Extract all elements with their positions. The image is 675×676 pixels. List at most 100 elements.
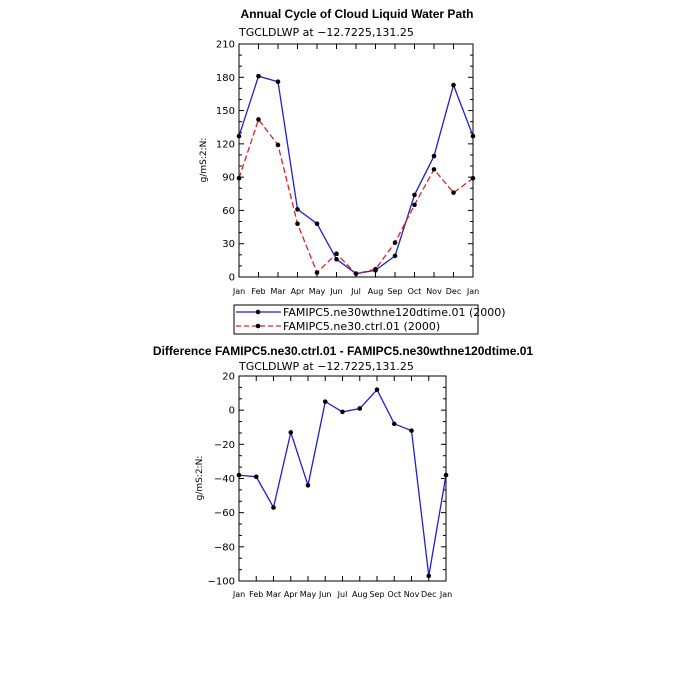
data-point-series-2 — [392, 240, 398, 245]
x-tick-label: Nov — [426, 287, 442, 296]
data-point-series-1 — [451, 82, 456, 88]
data-point-series-2 — [412, 202, 417, 208]
top-chart-subtitle: TGCLDLWP at −12.7225,131.25 — [238, 26, 414, 39]
data-point-series-1 — [340, 409, 345, 415]
data-point-series-2 — [256, 117, 261, 122]
y-tick-label: −80 — [214, 542, 235, 553]
x-tick-label: Feb — [251, 287, 265, 296]
bottom-chart-subtitle: TGCLDLWP at −12.7225,131.25 — [238, 360, 414, 373]
data-point-series-1 — [392, 253, 398, 259]
y-tick-label: 120 — [216, 139, 235, 150]
bottom-plot-frame — [238, 375, 447, 582]
data-point-series-1 — [470, 133, 476, 139]
x-tick-label: Jul — [350, 287, 361, 296]
top-y-ticks: 0 30 60 90 120 150 180 210 — [216, 40, 473, 284]
y-tick-label: −60 — [214, 508, 235, 519]
y-tick-label: 180 — [216, 73, 235, 84]
data-point-series-2 — [470, 175, 476, 181]
x-tick-label: Mar — [270, 287, 286, 296]
y-tick-label: −100 — [208, 577, 235, 588]
data-point-series-1 — [275, 79, 281, 85]
x-tick-label: Apr — [284, 590, 299, 599]
y-tick-label: 60 — [222, 206, 235, 217]
bottom-y-axis-label: g/mS:2:N: — [195, 456, 205, 501]
x-tick-label: Dec — [446, 287, 461, 296]
data-point-series-1 — [374, 387, 380, 392]
top-plot-frame — [238, 43, 474, 278]
legend-box — [233, 304, 479, 335]
data-point-series-1 — [409, 428, 414, 433]
x-tick-label: Nov — [404, 590, 420, 599]
x-tick-label: Jan — [232, 590, 245, 599]
x-tick-label: May — [300, 590, 317, 599]
x-tick-label: Jan — [439, 590, 452, 599]
top-x-ticks: Jan Feb Mar Apr May Jun Jul Aug Sep Oct Nov Dec Jan — [232, 44, 479, 296]
legend: FAMIPC5.ne30wthne120dtime.01 (2000) FAMI… — [233, 304, 506, 335]
x-tick-label: Jul — [337, 590, 348, 599]
x-tick-label: Jan — [466, 287, 479, 296]
data-point-series-1 — [412, 192, 417, 198]
data-point-series-2 — [334, 251, 339, 256]
top-chart-title: Annual Cycle of Cloud Liquid Water Path — [241, 7, 474, 21]
data-point-series-1 — [426, 573, 432, 579]
y-tick-label: 0 — [229, 406, 235, 417]
y-tick-label: −20 — [214, 440, 235, 451]
y-tick-label: 90 — [222, 173, 235, 184]
top-series — [236, 73, 476, 276]
x-tick-label: May — [309, 287, 326, 296]
x-tick-label: Sep — [387, 287, 402, 296]
data-point-series-2 — [373, 266, 378, 272]
x-tick-label: Jun — [318, 590, 332, 599]
data-point-series-2 — [275, 142, 281, 148]
bottom-x-ticks: Jan Feb Mar Apr May Jun Jul Aug Sep Oct Nov Dec Jan — [232, 376, 452, 599]
y-tick-label: 30 — [222, 239, 235, 250]
data-point-series-1 — [322, 399, 328, 404]
x-tick-label: Jun — [329, 287, 343, 296]
data-point-series-2 — [431, 167, 437, 172]
data-point-series-1 — [357, 406, 363, 411]
data-point-series-1 — [314, 221, 320, 227]
x-tick-label: Oct — [408, 287, 422, 296]
top-chart: Annual Cycle of Cloud Liquid Water Path … — [199, 7, 506, 335]
top-y-axis-label: g/mS:2:N: — [199, 138, 209, 183]
y-tick-label: 210 — [216, 40, 235, 51]
y-tick-label: 150 — [216, 106, 235, 117]
data-point-series-1 — [295, 207, 300, 212]
x-tick-label: Dec — [421, 590, 436, 599]
data-point-series-1 — [288, 430, 294, 435]
data-point-series-2 — [295, 221, 300, 227]
data-point-series-1 — [431, 153, 437, 159]
x-tick-label: Aug — [352, 590, 368, 599]
series-line-1 — [238, 388, 447, 577]
x-tick-label: Jan — [232, 287, 245, 296]
data-point-series-1 — [236, 472, 242, 478]
y-tick-label: 0 — [229, 273, 235, 284]
data-point-series-2 — [353, 271, 359, 276]
data-point-series-2 — [236, 175, 242, 181]
data-point-series-1 — [236, 133, 242, 139]
legend-label-series-2: FAMIPC5.ne30.ctrl.01 (2000) — [283, 320, 440, 333]
legend-label-series-1: FAMIPC5.ne30wthne120dtime.01 (2000) — [283, 306, 506, 319]
bottom-chart-title: Difference FAMIPC5.ne30.ctrl.01 - FAMIPC… — [153, 344, 533, 358]
x-tick-label: Feb — [249, 590, 263, 599]
data-point-series-2 — [451, 190, 456, 195]
data-point-series-1 — [271, 505, 276, 510]
bottom-chart: Difference FAMIPC5.ne30.ctrl.01 - FAMIPC… — [153, 344, 533, 599]
data-point-series-1 — [443, 472, 449, 478]
x-tick-label: Aug — [368, 287, 384, 296]
x-tick-label: Oct — [387, 590, 401, 599]
data-point-series-1 — [334, 256, 339, 262]
legend-marker-series-2 — [255, 323, 261, 329]
x-tick-label: Sep — [369, 590, 384, 599]
x-tick-label: Apr — [291, 287, 306, 296]
data-point-series-1 — [253, 474, 259, 480]
bottom-y-ticks: −100 −80 −60 −40 −20 0 20 — [208, 372, 446, 588]
y-tick-label: −40 — [214, 474, 235, 485]
data-point-series-1 — [391, 421, 397, 427]
y-tick-label: 20 — [222, 372, 235, 383]
data-point-series-2 — [314, 270, 320, 275]
bottom-series — [236, 387, 449, 579]
x-tick-label: Mar — [266, 590, 282, 599]
data-point-series-1 — [305, 483, 311, 488]
